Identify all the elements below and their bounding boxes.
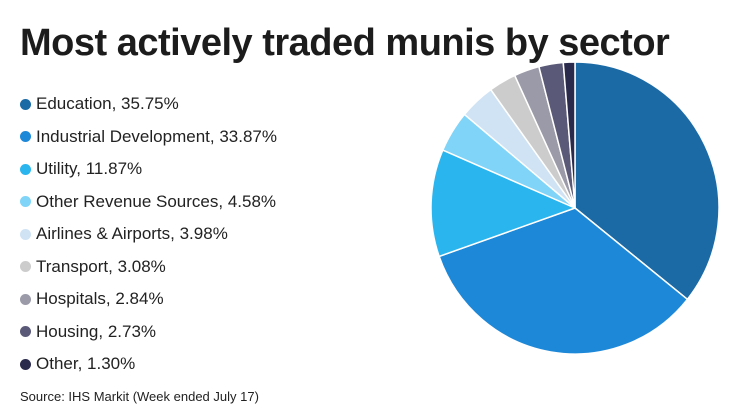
legend-item: Airlines & Airports, 3.98% — [20, 218, 277, 251]
pie-slice-utility — [430, 149, 576, 258]
pie-slice-industrial-development — [438, 207, 689, 355]
legend-label: Utility, 11.87% — [36, 159, 143, 179]
legend-swatch — [20, 326, 31, 338]
legend-item: Utility, 11.87% — [20, 153, 277, 186]
legend-item: Transport, 3.08% — [20, 251, 277, 284]
legend-label: Airlines & Airports, 3.98% — [36, 224, 228, 244]
legend-label: Other, 1.30% — [36, 354, 136, 374]
legend-swatch — [20, 98, 31, 110]
legend-swatch — [20, 163, 31, 175]
chart-legend: Education, 35.75% Industrial Development… — [20, 88, 277, 381]
chart-title: Most actively traded munis by sector — [20, 22, 670, 64]
legend-label: Housing, 2.73% — [36, 321, 157, 341]
legend-item: Industrial Development, 33.87% — [20, 121, 277, 154]
legend-label: Industrial Development, 33.87% — [36, 126, 277, 146]
legend-item: Education, 35.75% — [20, 88, 277, 121]
legend-label: Other Revenue Sources, 4.58% — [36, 191, 277, 211]
pie-slice-other — [562, 61, 576, 209]
legend-swatch — [20, 196, 31, 208]
legend-label: Transport, 3.08% — [36, 256, 166, 276]
legend-swatch — [20, 293, 31, 305]
legend-swatch — [20, 358, 31, 370]
legend-swatch — [20, 228, 31, 240]
legend-label: Education, 35.75% — [36, 94, 179, 114]
legend-item: Other, 1.30% — [20, 348, 277, 381]
pie-chart — [430, 61, 720, 355]
legend-swatch — [20, 261, 31, 273]
legend-item: Housing, 2.73% — [20, 316, 277, 349]
legend-item: Other Revenue Sources, 4.58% — [20, 186, 277, 219]
pie-slice-education — [574, 61, 720, 301]
legend-label: Hospitals, 2.84% — [36, 289, 164, 309]
legend-item: Hospitals, 2.84% — [20, 283, 277, 316]
source-note: Source: IHS Markit (Week ended July 17) — [20, 389, 259, 404]
legend-swatch — [20, 131, 31, 143]
